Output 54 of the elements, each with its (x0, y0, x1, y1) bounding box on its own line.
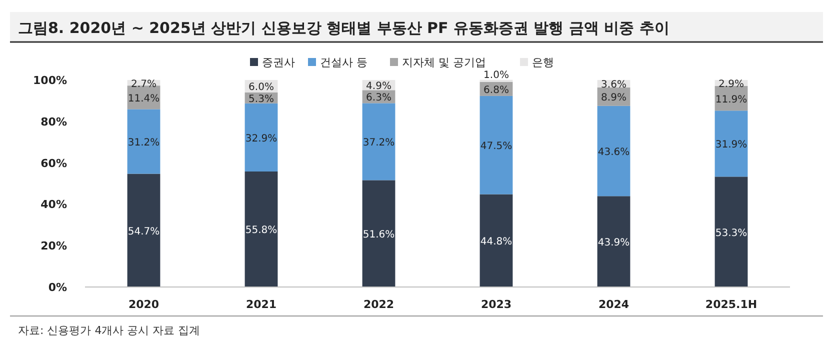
y-tick-label: 100% (33, 74, 67, 87)
data-label: 8.9% (601, 92, 626, 104)
data-label: 4.9% (366, 81, 392, 92)
data-label: 55.8% (245, 225, 278, 236)
data-label: 53.3% (715, 228, 748, 239)
data-label: 43.9% (598, 238, 630, 249)
text: 자료: 신용평가 4개사 공시 자료 집계 (18, 324, 200, 337)
bar (244, 103, 278, 172)
legend-label: 은행 (532, 56, 554, 69)
data-label: 2.9% (718, 79, 744, 90)
bar (714, 110, 748, 177)
data-label: 32.9% (245, 133, 278, 144)
x-tick-label: 2023 (480, 298, 512, 311)
data-label: 1.0% (484, 70, 509, 81)
data-label: 31.2% (128, 137, 160, 148)
data-label: 43.6% (598, 147, 630, 158)
data-label: 54.7% (128, 226, 160, 238)
bar (362, 103, 396, 180)
data-label: 6.8% (484, 84, 509, 96)
data-label: 47.5% (480, 141, 512, 152)
data-label: 5.3% (248, 94, 274, 105)
data-label: 3.6% (601, 80, 626, 91)
data-label: 31.9% (715, 140, 748, 151)
bar (127, 174, 160, 287)
bar (127, 109, 160, 174)
chart-title: 그림8. 2020년 ~ 2025년 상반기 신용보강 형태별 부동산 PF 유동화증권 발행 금액 비중 추이 (18, 19, 670, 37)
data-label: 11.4% (128, 93, 160, 104)
data-label: 11.9% (715, 94, 748, 106)
x-tick-label: 2021 (246, 298, 277, 311)
y-tick-label: 60% (40, 156, 67, 170)
bar (480, 194, 513, 287)
data-label: 44.8% (480, 236, 512, 248)
bar (362, 180, 396, 287)
y-tick-label: 0% (48, 281, 67, 294)
bar (714, 176, 748, 287)
y-tick-label: 40% (40, 198, 67, 212)
data-label: 2.7% (131, 78, 156, 90)
bar (244, 171, 278, 287)
y-tick-label: 20% (40, 240, 67, 253)
x-tick-label: 2024 (598, 298, 630, 311)
data-label: 37.2% (362, 138, 395, 149)
data-label: 51.6% (362, 230, 395, 241)
y-tick-label: 80% (40, 115, 67, 128)
x-tick-label: 2025.1H (705, 298, 758, 311)
legend-label: 증권사 (262, 56, 295, 69)
legend-label: 건설사 등 (320, 56, 368, 69)
bar (597, 106, 630, 196)
x-tick-label: 2022 (363, 298, 394, 311)
bar (597, 196, 630, 287)
x-tick-label: 2020 (128, 298, 160, 311)
data-label: 6.3% (366, 92, 392, 104)
bar (480, 96, 513, 194)
data-label: 6.0% (248, 82, 274, 94)
legend-label: 지자체 및 공기업 (402, 56, 486, 69)
